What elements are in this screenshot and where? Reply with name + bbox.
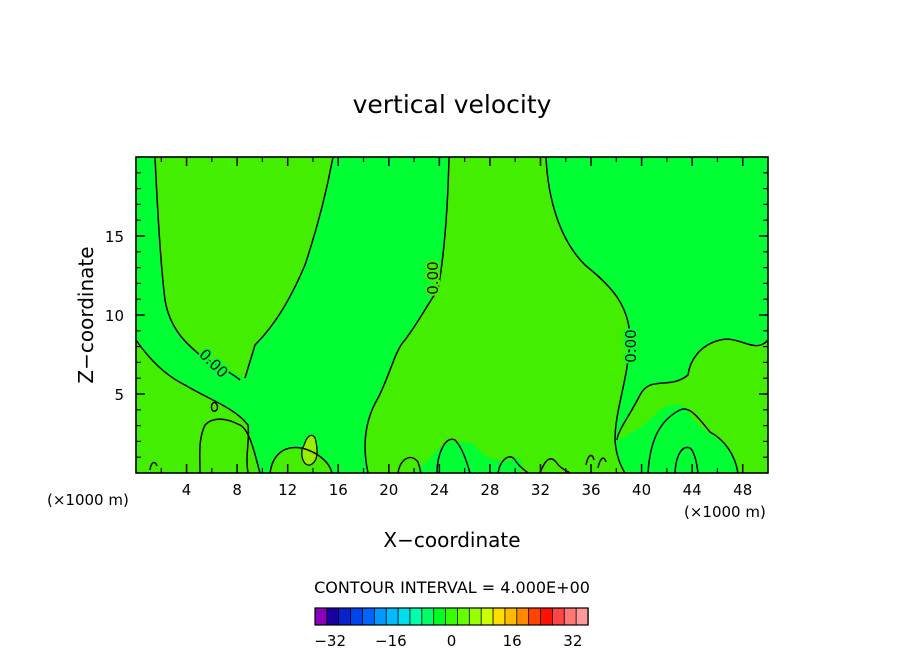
colorbar-swatch: [540, 607, 554, 626]
zero-contour-small-3: [585, 454, 595, 466]
y-tick-label: 10: [105, 307, 124, 325]
colorbar-tick-label: 32: [563, 632, 582, 650]
zero-contour-small-1: [210, 401, 219, 412]
x-axis: 4 8 12 16 20 24 28 32 36 40 44 48: [160, 157, 752, 499]
x-tick-label: 28: [480, 481, 499, 499]
colorbar-swatch: [528, 607, 542, 626]
x-tick-label: 20: [379, 481, 398, 499]
colorbar-tick-label: −16: [375, 632, 407, 650]
colorbar-swatch: [468, 607, 482, 626]
zero-contour-left-inner: [244, 156, 334, 379]
colorbar-swatch: [457, 607, 471, 626]
x-tick-label: 8: [232, 481, 242, 499]
zero-contour-bottom-1: [198, 418, 261, 474]
plot-area: 0.00 0.00 0.00: [135, 156, 769, 474]
colorbar-swatch: [445, 607, 459, 626]
colorbar-swatch: [504, 607, 518, 626]
chart-title: vertical velocity: [353, 90, 552, 119]
colorbar-frame: [314, 607, 589, 626]
x-tick-label: 24: [430, 481, 449, 499]
x-tick-label: 12: [278, 481, 297, 499]
zero-contour-left-edge: [135, 339, 250, 474]
zero-contour-center-right: [545, 156, 631, 474]
colorbar-swatch: [362, 607, 376, 626]
colorbar-swatch: [421, 607, 435, 626]
zero-contour-left: [154, 156, 241, 381]
colorbar-swatch: [492, 607, 506, 626]
x-tick-label: 32: [531, 481, 550, 499]
colorbar-swatch: [409, 607, 423, 626]
colorbar-tick-label: −32: [314, 632, 346, 650]
x-tick-label: 48: [733, 481, 752, 499]
colorbar-swatch: [350, 607, 364, 626]
zero-contour-bottom-3: [397, 456, 422, 474]
x-axis-label: X−coordinate: [383, 528, 520, 552]
colorbar: −32 −16 0 16 32: [314, 607, 589, 650]
colorbar-swatch: [397, 607, 411, 626]
zero-contour-right: [616, 338, 769, 441]
positive-region-right: [617, 339, 768, 473]
zero-contour-bottom-2: [269, 446, 333, 474]
x-tick-label: 36: [581, 481, 600, 499]
colorbar-tick-label: 16: [503, 632, 522, 650]
y-tick-label: 5: [114, 386, 124, 404]
contour-label-2: 0.00: [424, 261, 442, 294]
y-tick-label: 15: [105, 228, 124, 246]
zero-contours: [135, 156, 769, 474]
colorbar-swatch: [314, 607, 328, 626]
y-axis-label: Z−coordinate: [74, 246, 98, 383]
colorbar-swatch: [433, 607, 447, 626]
zero-contour-small-4: [597, 457, 607, 469]
contour-interval-text: CONTOUR INTERVAL = 4.000E+00: [314, 578, 590, 597]
x-tick-label: 16: [329, 481, 348, 499]
colorbar-swatch: [326, 607, 340, 626]
colorbar-swatch: [373, 607, 387, 626]
colorbar-swatch: [516, 607, 530, 626]
zero-contour-bottom-5: [497, 456, 529, 474]
zero-contour-center-left: [364, 156, 450, 474]
x-tick-label: 40: [632, 481, 651, 499]
colorbar-swatch: [563, 607, 577, 626]
zero-contour-bottom-4: [436, 438, 471, 474]
colorbar-tick-label: 0: [447, 632, 457, 650]
colorbar-swatch: [551, 607, 565, 626]
colorbar-swatch: [575, 607, 589, 626]
x-tick-label: 4: [182, 481, 192, 499]
colorbar-swatch: [480, 607, 494, 626]
x-scale-note-right: (×1000 m): [684, 503, 766, 521]
y-axis: 5 10 15: [105, 172, 768, 458]
x-tick-label: 44: [683, 481, 702, 499]
contour-label-3: 0.00: [622, 329, 640, 362]
colorbar-swatch: [385, 607, 399, 626]
x-scale-note-left: (×1000 m): [47, 491, 129, 509]
zero-contour-right-lower: [647, 408, 739, 474]
zero-contour-bottom-7: [674, 446, 699, 474]
positive-region-left: [136, 157, 333, 473]
positive-region-bottom: [199, 419, 332, 473]
zero-contour-small-2: [149, 461, 158, 471]
colorbar-swatch: [338, 607, 352, 626]
